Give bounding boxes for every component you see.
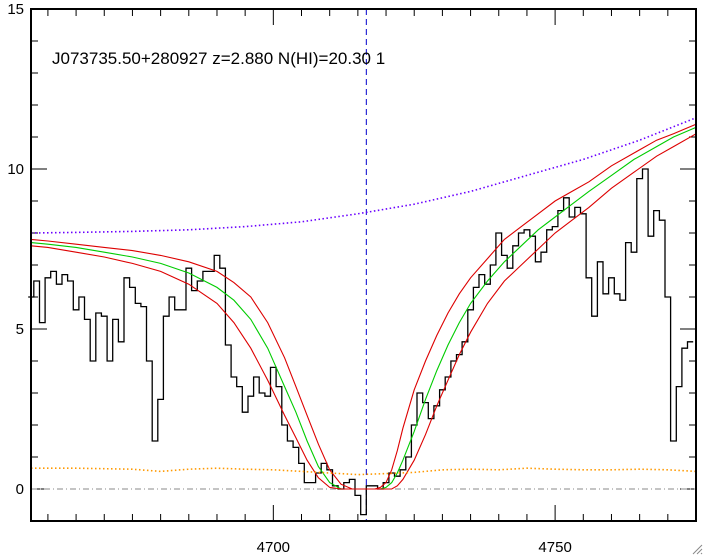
- resize-grip-icon: [692, 544, 703, 555]
- axis-ticks: [31, 8, 697, 522]
- plot-series: [28, 9, 697, 521]
- y-tick-label: 10: [7, 161, 24, 178]
- plot-frame: [30, 8, 697, 522]
- model-fit-line: [30, 126, 697, 490]
- error-line: [31, 467, 697, 476]
- flux-spectrum-line: [28, 168, 694, 516]
- continuum-line: [30, 117, 697, 234]
- model-lower-line: [30, 133, 697, 490]
- model-upper-line: [30, 123, 697, 490]
- x-tick-label: 4750: [538, 539, 571, 556]
- chart-title: J073735.50+280927 z=2.880 N(HI)=20.30 1: [52, 49, 385, 68]
- y-tick-label: 15: [7, 1, 24, 18]
- x-tick-label: 4700: [257, 539, 290, 556]
- y-tick-label: 5: [16, 321, 24, 338]
- y-tick-label: 0: [16, 481, 24, 498]
- x-tick-labels: 4700 4750: [257, 539, 572, 556]
- y-tick-labels: 0 5 10 15: [7, 1, 24, 498]
